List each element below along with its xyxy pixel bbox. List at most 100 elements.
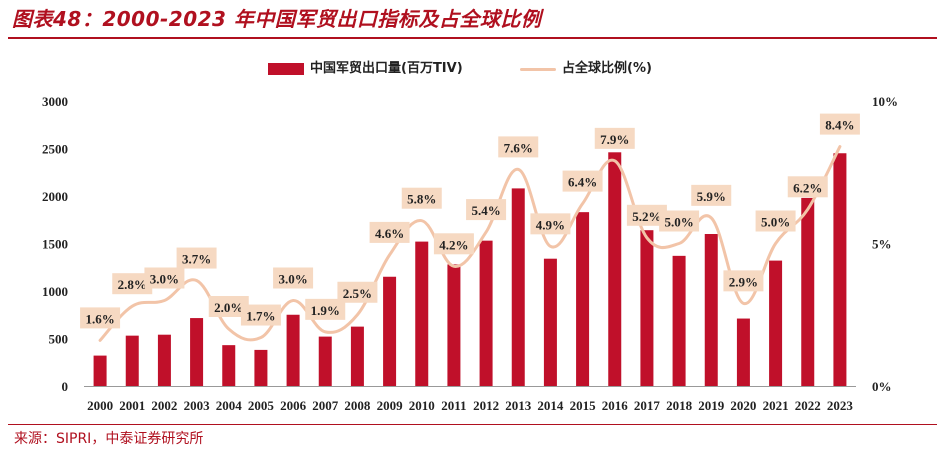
share-data-label: 2.0%: [214, 300, 243, 315]
share-label-box: [208, 296, 249, 317]
bar-2019: [704, 234, 718, 386]
share-label-box: [530, 213, 571, 235]
x-tick-label: 2013: [505, 398, 532, 413]
share-label-box: [176, 247, 217, 269]
share-data-label: 8.4%: [825, 118, 854, 133]
share-data-label: 5.0%: [664, 215, 693, 230]
bar-2008: [350, 326, 364, 386]
y-right-tick-label: 0%: [872, 379, 892, 394]
y-left-tick-label: 2500: [42, 142, 68, 157]
share-data-label: 2.9%: [729, 274, 758, 289]
share-line: [98, 145, 842, 342]
y-left-tick-label: 1000: [42, 284, 68, 299]
bar-2011: [447, 264, 461, 386]
legend: 中国军贸出口量(百万TIV) 占全球比例(%): [0, 58, 945, 80]
share-label-box: [723, 270, 764, 292]
share-data-label: 6.2%: [793, 180, 822, 195]
share-data-label: 3.0%: [150, 272, 179, 287]
share-label-box: [369, 221, 410, 243]
y-right-tick-label: 5%: [872, 237, 892, 252]
x-tick-label: 2004: [216, 398, 243, 413]
share-label-box: [594, 127, 635, 149]
share-label-box: [144, 267, 185, 289]
share-data-label: 5.2%: [632, 209, 661, 224]
share-label-box: [401, 187, 442, 209]
bar-2023: [833, 153, 847, 386]
share-label-box: [240, 304, 281, 326]
share-data-label: 5.8%: [407, 192, 436, 207]
x-tick-label: 2007: [312, 398, 339, 413]
bar-2000: [93, 355, 107, 386]
share-data-label: 3.7%: [182, 252, 211, 267]
bar-2007: [318, 336, 332, 386]
bar-2006: [286, 314, 300, 386]
x-tick-label: 2000: [87, 398, 113, 413]
y-left-tick-label: 2000: [42, 189, 68, 204]
share-data-label: 5.4%: [471, 203, 500, 218]
share-data-label: 2.5%: [343, 286, 372, 301]
share-data-label: 2.8%: [118, 277, 147, 292]
share-label-box: [626, 204, 667, 226]
share-data-label: 5.0%: [761, 215, 790, 230]
y-left-tick-label: 0: [62, 379, 69, 394]
x-tick-label: 2011: [441, 398, 466, 413]
y-right-tick-label: 10%: [872, 94, 898, 109]
bar-2018: [672, 255, 686, 386]
share-label-box: [337, 281, 378, 303]
share-data-label: 1.6%: [85, 311, 114, 326]
x-tick-label: 2003: [184, 398, 211, 413]
share-label-box: [433, 233, 474, 255]
share-data-label: 4.6%: [375, 226, 404, 241]
bar-2017: [640, 230, 654, 386]
x-tick-label: 2012: [473, 398, 499, 413]
share-data-label: 4.9%: [536, 217, 565, 232]
share-data-label: 1.7%: [246, 309, 275, 324]
share-label-box: [691, 184, 732, 206]
x-tick-label: 2005: [248, 398, 275, 413]
bar-2015: [576, 212, 590, 386]
share-label-box: [787, 176, 828, 198]
x-tick-label: 2018: [666, 398, 693, 413]
bar-2005: [254, 349, 268, 386]
x-tick-label: 2010: [409, 398, 435, 413]
x-tick-label: 2019: [698, 398, 725, 413]
x-tick-label: 2017: [634, 398, 661, 413]
x-tick-label: 2021: [763, 398, 789, 413]
share-label-box: [112, 273, 153, 295]
legend-bar-label: 中国军贸出口量(百万TIV): [310, 61, 463, 76]
y-left-tick-label: 1500: [42, 237, 68, 252]
x-tick-label: 2001: [119, 398, 145, 413]
bar-2003: [190, 318, 204, 386]
share-data-label: 6.4%: [568, 175, 597, 190]
bar-2012: [479, 240, 493, 386]
x-tick-label: 2022: [795, 398, 821, 413]
share-data-label: 7.6%: [504, 140, 533, 155]
bar-2004: [222, 345, 236, 386]
share-label-box: [80, 307, 121, 329]
x-tick-label: 2020: [730, 398, 756, 413]
legend-bar-swatch: [268, 63, 304, 75]
x-tick-label: 2008: [344, 398, 371, 413]
bar-2022: [801, 197, 815, 386]
share-label-box: [273, 267, 314, 289]
share-data-label: 4.2%: [439, 237, 468, 252]
bar-2001: [125, 335, 139, 386]
share-label-box: [755, 210, 796, 232]
bar-2021: [769, 260, 783, 386]
footer-divider: [8, 424, 937, 425]
share-label-box: [305, 298, 346, 320]
source-note: 来源：SIPRI，中泰证券研究所: [14, 431, 204, 447]
x-tick-label: 2014: [537, 398, 564, 413]
y-left-tick-label: 3000: [42, 94, 68, 109]
bar-2010: [415, 241, 429, 386]
share-label-box: [498, 136, 539, 158]
x-tick-label: 2016: [602, 398, 629, 413]
legend-line-swatch: [520, 68, 556, 71]
bar-2020: [736, 318, 750, 386]
x-tick-label: 2015: [570, 398, 597, 413]
x-tick-label: 2023: [827, 398, 854, 413]
bar-2014: [543, 258, 557, 386]
chart-title: 图表48：2000-2023 年中国军贸出口指标及占全球比例: [12, 7, 542, 31]
x-tick-label: 2009: [377, 398, 404, 413]
